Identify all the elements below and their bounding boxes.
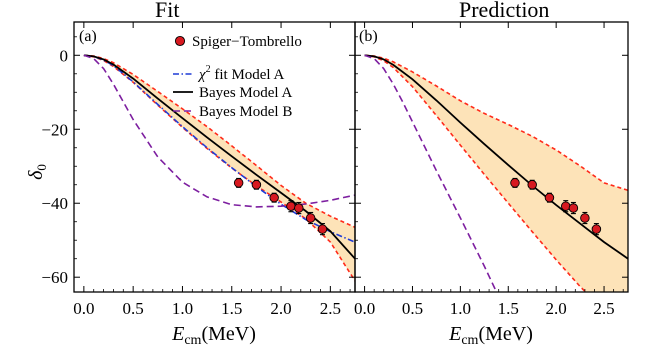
prediction-panel-label: (b) (359, 28, 378, 45)
prediction-panel: Prediction 0.0 0.5 1.0 1.5 2.0 2.5 (b) Ecm(Me… (354, 0, 629, 348)
prediction-data-point (591, 224, 602, 234)
fit-panel-label: (a) (79, 28, 97, 45)
prediction-series-bayes-model-a (364, 54, 628, 260)
legend-chi-symbol: χ (197, 67, 206, 83)
legend-entry-bayes-model-b: Bayes Model B (173, 104, 292, 120)
prediction-x-tick-label: 0.5 (402, 299, 423, 318)
y-tick-label: −20 (41, 120, 68, 139)
prediction-plot-frame (354, 21, 629, 293)
prediction-series-bayes-model-b (364, 54, 498, 292)
fit-x-tick-label: 2.5 (320, 299, 341, 318)
legend-label-bayes-model-a: Bayes Model A (199, 85, 292, 101)
fit-data-point (269, 192, 279, 203)
fit-x-tick-label: 0.5 (123, 299, 144, 318)
legend-marker-spiger-tombrello (174, 35, 186, 47)
prediction-x-tick-label: 1.5 (498, 299, 519, 318)
prediction-x-tick-label: 1.0 (450, 299, 471, 318)
y-tick-label: −60 (41, 268, 68, 287)
fit-x-tick-label: 1.5 (221, 299, 242, 318)
fit-data-point (251, 179, 262, 190)
fit-data-point (286, 201, 296, 211)
fit-data-point (233, 178, 244, 188)
prediction-x-axis-label-main: E (448, 323, 461, 345)
prediction-data-point (527, 179, 537, 190)
fit-x-tick-label: 2.0 (270, 299, 291, 318)
fit-axis-ticks: 0.0 0.5 1.0 1.5 2.0 2.5 0 −20 −40 −60 (41, 22, 355, 318)
fit-panel-title: Fit (155, 0, 179, 22)
prediction-x-axis-label-sub: cm (461, 333, 478, 348)
fit-panel: Fit 0.0 0.5 1.0 1.5 2.0 2.5 0 −20 −40 −60 (a) Spi… (25, 0, 356, 348)
prediction-data-point (560, 201, 571, 211)
prediction-band-fill (364, 55, 628, 292)
prediction-panel-title: Prediction (459, 0, 549, 22)
y-axis-label-main: δ (25, 170, 47, 180)
fit-x-tick-label: 1.0 (172, 299, 193, 318)
fit-x-axis-label-main: E (171, 323, 184, 345)
prediction-data-point (568, 203, 579, 213)
legend-chi-rest: fit Model A (211, 67, 285, 83)
prediction-x-axis-label-unit: (MeV) (478, 323, 532, 345)
y-tick-label: 0 (60, 46, 69, 65)
fit-x-axis-label: Ecm(MeV) (171, 323, 256, 348)
fit-plot-area (83, 54, 355, 282)
prediction-x-axis-label: Ecm(MeV) (448, 323, 533, 348)
legend-entry-spiger-tombrello: Spiger−Tombrello (174, 34, 302, 50)
legend-chi-superscript: 2 (206, 64, 211, 75)
legend: Spiger−Tombrello χ2 fit Model A Bayes Mo… (173, 34, 302, 120)
fit-data-point (294, 203, 304, 213)
fit-plot-frame (73, 21, 356, 293)
legend-label-bayes-model-b: Bayes Model B (199, 104, 292, 120)
legend-label-chi2-fit: χ2 fit Model A (197, 64, 285, 83)
prediction-plot-area (364, 54, 628, 292)
prediction-data-point (544, 192, 555, 203)
legend-entry-bayes-model-a: Bayes Model A (173, 85, 292, 101)
fit-data-point (317, 224, 328, 234)
prediction-axis-ticks: 0.0 0.5 1.0 1.5 2.0 2.5 (354, 22, 628, 318)
prediction-data-point (580, 213, 590, 223)
fit-x-tick-label: 0.0 (73, 299, 94, 318)
prediction-bayes-model-a-band-lower (364, 54, 587, 292)
prediction-data-point (510, 178, 520, 188)
prediction-x-tick-label: 2.5 (593, 299, 614, 318)
prediction-bayes-model-a-band-upper (364, 54, 628, 192)
y-axis-label: δ0 (25, 164, 49, 180)
prediction-x-tick-label: 0.0 (354, 299, 375, 318)
fit-x-axis-label-sub: cm (184, 333, 201, 348)
fit-x-axis-label-unit: (MeV) (201, 323, 255, 345)
fit-data-point (305, 213, 316, 223)
y-tick-label: −40 (41, 194, 68, 213)
legend-entry-chi2-fit: χ2 fit Model A (173, 64, 285, 83)
legend-label-spiger-tombrello: Spiger−Tombrello (192, 34, 302, 50)
y-axis-label-sub: 0 (34, 164, 49, 171)
prediction-x-tick-label: 2.0 (546, 299, 567, 318)
